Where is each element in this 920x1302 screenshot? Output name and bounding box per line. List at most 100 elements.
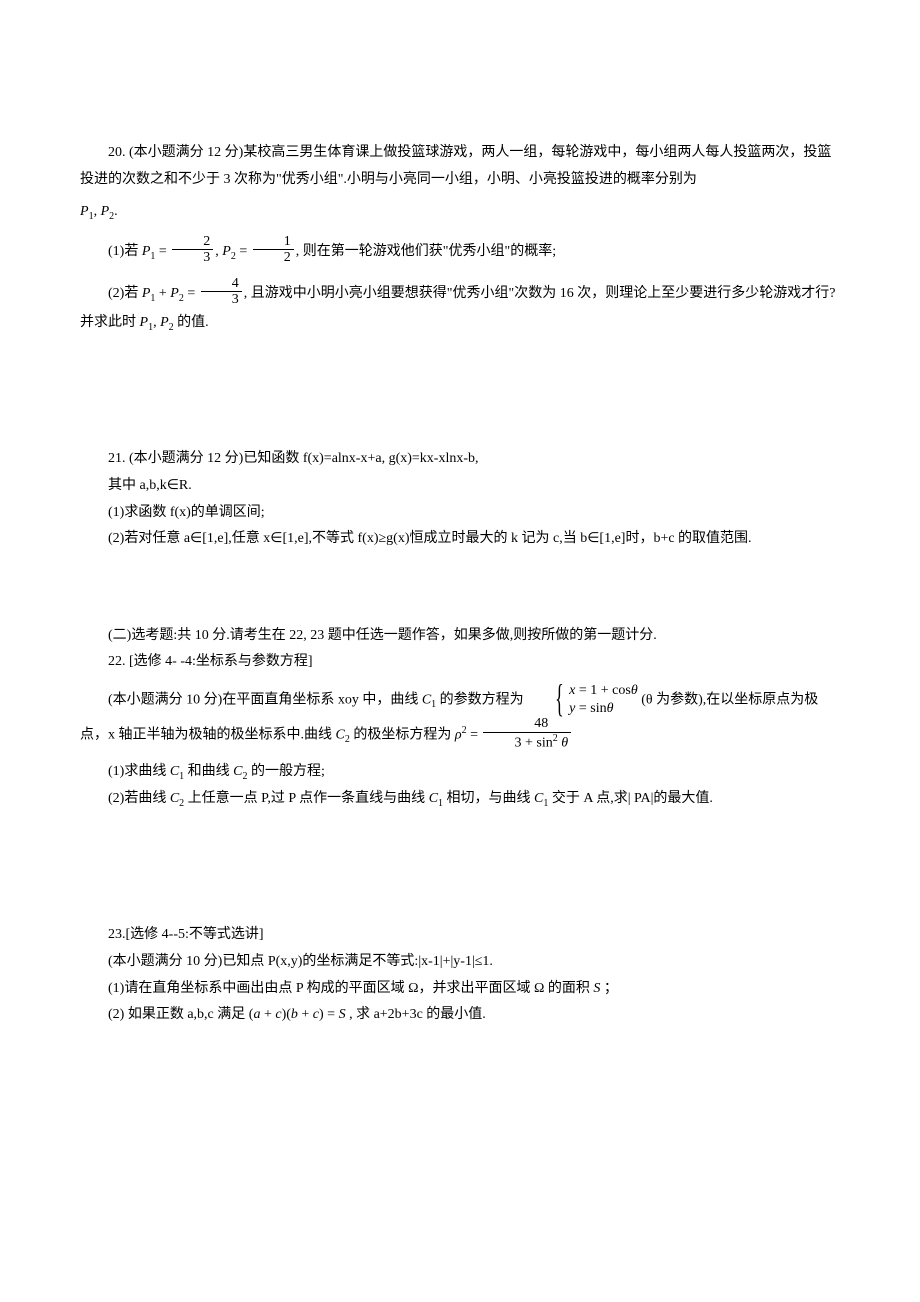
q22-intro-a: (本小题满分 10 分)在平面直角坐标系 xoy 中，曲线 [108, 692, 418, 707]
q22-intro-b: 的参数方程为 [440, 692, 524, 707]
sub-2: 2 [345, 735, 350, 746]
var-p2: P [101, 204, 110, 219]
spacer [80, 812, 840, 922]
q21-line1: 21. (本小题满分 12 分)已知函数 f(x)=alnx-x+a, g(x)… [80, 446, 840, 473]
q20-intro: 20. (本小题满分 12 分)某校高三男生体育课上做投篮球游戏，两人一组，每轮… [80, 140, 840, 193]
comma: , [153, 315, 157, 330]
q23-part1-b: ； [604, 981, 618, 996]
theta: θ [631, 683, 638, 698]
sup-2: 2 [462, 725, 467, 736]
q20-part2-suffix: 的值. [177, 315, 209, 330]
sub-1: 1 [150, 251, 155, 262]
spacer [80, 553, 840, 623]
q23-part2: (2) 如果正数 a,b,c 满足 (a + c)(b + c) = S , 求… [80, 1002, 840, 1029]
var-c2: C [233, 764, 242, 779]
den: 3 [172, 250, 213, 265]
q22-part2-b: 上任意一点 P,过 P 点作一条直线与曲线 [188, 791, 426, 806]
sup-2: 2 [553, 733, 558, 744]
den: 3 [201, 292, 242, 307]
q22-part1-c: 的一般方程; [251, 764, 325, 779]
den-a: 3 + sin [514, 735, 552, 750]
q22-part2: (2)若曲线 C2 上任意一点 P,过 P 点作一条直线与曲线 C1 相切，与曲… [80, 786, 840, 813]
var-p2: P [160, 315, 169, 330]
comma: , [94, 204, 98, 219]
q21-part1: (1)求函数 f(x)的单调区间; [80, 500, 840, 527]
row2-b: = sin [579, 701, 607, 716]
eq: = [239, 244, 247, 259]
x: x [569, 683, 575, 698]
q20-part1-suffix: , 则在第一轮游戏他们获"优秀小组"的概率; [296, 244, 556, 259]
row1-b: = 1 + cos [579, 683, 631, 698]
sub-1: 1 [438, 797, 443, 808]
q22-title: 22. [选修 4- -4:坐标系与参数方程] [80, 649, 840, 676]
question-23: 23.[选修 4--5:不等式选讲] (本小题满分 10 分)已知点 P(x,y… [80, 922, 840, 1028]
q23-intro: (本小题满分 10 分)已知点 P(x,y)的坐标满足不等式:|x-1|+|y-… [80, 949, 840, 976]
period: . [114, 204, 118, 219]
q21-part2: (2)若对任意 a∈[1,e],任意 x∈[1,e],不等式 f(x)≥g(x)… [80, 526, 840, 553]
theta: θ [607, 701, 614, 716]
section-2: (二)选考题:共 10 分.请考生在 22, 23 题中任选一题作答，如果多做,… [80, 623, 840, 813]
var-c1: C [422, 692, 431, 707]
var-c2: C [336, 728, 345, 743]
theta: θ [561, 735, 568, 750]
q22-part1-a: (1)求曲线 [108, 764, 166, 779]
q22-intro: (本小题满分 10 分)在平面直角坐标系 xoy 中，曲线 C1 的参数方程为 … [80, 682, 840, 753]
eq: = [159, 244, 167, 259]
q23-part1-a: (1)请在直角坐标系中画出由点 P 构成的平面区域 Ω，并求出平面区域 Ω 的面… [108, 981, 590, 996]
q21-line2: 其中 a,b,k∈R. [80, 473, 840, 500]
sub-1: 1 [431, 699, 436, 710]
plus: + [159, 286, 167, 301]
sub-1: 1 [179, 771, 184, 782]
question-21: 21. (本小题满分 12 分)已知函数 f(x)=alnx-x+a, g(x)… [80, 446, 840, 552]
sub-2: 2 [179, 293, 184, 304]
q22-part1: (1)求曲线 C1 和曲线 C2 的一般方程; [80, 759, 840, 786]
var-c1: C [534, 791, 543, 806]
param-system: x = 1 + cosθ y = sinθ [527, 682, 638, 718]
sub-2: 2 [179, 797, 184, 808]
q22-intro-d: 的极坐标方程为 [353, 728, 451, 743]
den: 2 [253, 250, 294, 265]
q20-p1p2: P1, P2. [80, 199, 840, 226]
frac-4-3: 43 [201, 276, 242, 308]
system-row-1: x = 1 + cosθ [541, 682, 638, 700]
num: 4 [201, 276, 242, 292]
q20-part1-prefix: (1)若 [108, 244, 138, 259]
q23-eq: (a + c)(b + c) = S [249, 1007, 346, 1022]
question-20: 20. (本小题满分 12 分)某校高三男生体育课上做投篮球游戏，两人一组，每轮… [80, 140, 840, 336]
rho: ρ [455, 728, 462, 743]
num: 48 [483, 716, 571, 732]
q23-part2-a: (2) 如果正数 a,b,c 满足 [108, 1007, 245, 1022]
var-p2: P [222, 244, 231, 259]
q23-part2-b: , 求 a+2b+3c 的最小值. [349, 1007, 486, 1022]
comma: , [215, 244, 219, 259]
var-s: S [593, 981, 600, 996]
eq: = [187, 286, 195, 301]
sub-1: 1 [150, 293, 155, 304]
var-c1: C [170, 764, 179, 779]
q22-part1-b: 和曲线 [188, 764, 230, 779]
q20-part1: (1)若 P1 = 23, P2 = 12, 则在第一轮游戏他们获"优秀小组"的… [80, 236, 840, 268]
var-c1: C [429, 791, 438, 806]
q20-part2-prefix: (2)若 [108, 286, 138, 301]
num: 2 [172, 234, 213, 250]
var-p1: P [80, 204, 89, 219]
y: y [569, 701, 575, 716]
sub-2: 2 [231, 251, 236, 262]
section2-header: (二)选考题:共 10 分.请考生在 22, 23 题中任选一题作答，如果多做,… [80, 623, 840, 650]
q20-part2: (2)若 P1 + P2 = 43, 且游戏中小明小亮小组要想获得"优秀小组"次… [80, 278, 840, 337]
sub-1: 1 [543, 797, 548, 808]
var-c2: C [170, 791, 179, 806]
q23-part1: (1)请在直角坐标系中画出由点 P 构成的平面区域 Ω，并求出平面区域 Ω 的面… [80, 976, 840, 1003]
spacer [80, 336, 840, 446]
q22-part2-a: (2)若曲线 [108, 791, 166, 806]
sub-2: 2 [169, 321, 174, 332]
num: 1 [253, 234, 294, 250]
q20-intro-text: 20. (本小题满分 12 分)某校高三男生体育课上做投篮球游戏，两人一组，每轮… [80, 145, 831, 187]
frac-2-3: 23 [172, 234, 213, 266]
var-p1: P [140, 315, 149, 330]
q22-part2-c: 相切，与曲线 [447, 791, 531, 806]
q22-part2-d: 交于 A 点,求| PA|的最大值. [552, 791, 713, 806]
eq: = [470, 728, 478, 743]
frac-1-2: 12 [253, 234, 294, 266]
frac-48: 48 3 + sin2 θ [483, 716, 571, 750]
